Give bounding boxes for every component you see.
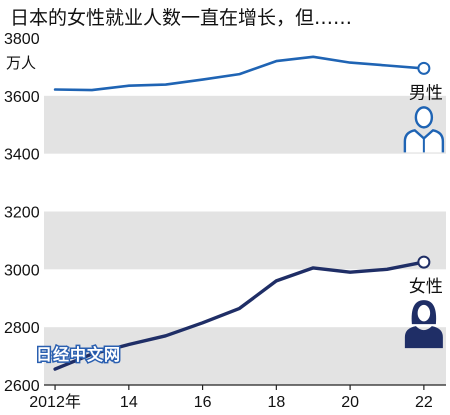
y-tick-label: 2600 (4, 378, 40, 395)
chart-title: 日本的女性就业人数一直在增长，但…… (10, 7, 352, 29)
y-tick-label: 3200 (4, 205, 40, 222)
series-name-label: 女性 (409, 277, 443, 297)
x-tick-label: 22 (415, 394, 433, 411)
x-tick-label: 18 (267, 394, 285, 411)
y-axis-ticks: 2600 2800 3000 3200 3400 3600 3800 (4, 31, 40, 395)
male-person-icon (403, 106, 445, 153)
x-tick-label: 14 (120, 394, 138, 411)
y-tick-label: 3600 (4, 89, 40, 106)
series-line (53, 55, 426, 92)
x-tick-label: 16 (194, 394, 212, 411)
x-tick-label: 20 (341, 394, 359, 411)
y-tick-label: 3400 (4, 147, 40, 164)
y-tick-label: 2800 (4, 320, 40, 337)
series-end-marker (417, 255, 431, 269)
series-name-label: 男性 (409, 83, 443, 103)
series-end-marker (417, 61, 431, 75)
y-axis-unit: 万人 (6, 54, 36, 72)
watermark-logo: 日经中文网 (36, 345, 121, 364)
y-tick-label: 3000 (4, 262, 40, 279)
series-line (53, 260, 426, 371)
grid-band (44, 211, 446, 270)
x-tick-label: 2012年 (29, 393, 81, 411)
y-tick-label: 3800 (4, 31, 40, 48)
grid-band (44, 327, 446, 385)
grid-band (44, 95, 446, 154)
x-axis-ticks: 2012年 14 16 18 20 22 (29, 385, 433, 411)
grid-bands (44, 95, 446, 385)
series-icons (403, 106, 445, 349)
series-group (53, 55, 431, 371)
female-person-icon (404, 300, 443, 349)
